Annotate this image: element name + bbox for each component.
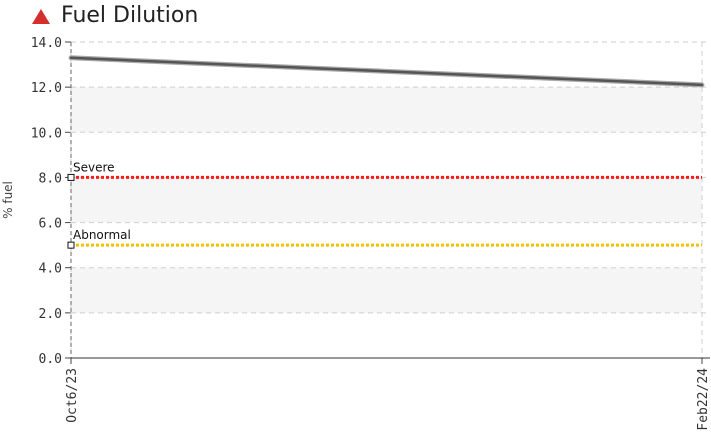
y-tick-label: 8.0	[39, 171, 62, 186]
y-tick-label: 12.0	[31, 81, 62, 96]
y-tick-label: 6.0	[39, 217, 62, 232]
y-tick-label: 14.0	[31, 36, 62, 51]
y-tick-label: 10.0	[31, 126, 62, 141]
chart-title: Fuel Dilution	[32, 0, 198, 30]
chart-title-text: Fuel Dilution	[61, 2, 199, 28]
grid-band	[71, 87, 702, 133]
x-tick-label: Oct6/23	[65, 368, 80, 423]
threshold-label: Severe	[73, 160, 115, 174]
warning-triangle-icon	[32, 8, 50, 24]
series-line	[69, 56, 704, 87]
y-axis-label: % fuel	[1, 181, 15, 219]
y-tick-label: 0.0	[39, 352, 62, 367]
grid-band	[71, 267, 702, 313]
grid-band	[71, 177, 702, 223]
threshold-marker	[67, 173, 75, 181]
y-tick-label: 4.0	[39, 262, 62, 277]
y-tick-label: 2.0	[39, 307, 62, 322]
threshold-marker	[67, 241, 75, 249]
threshold-label: Abnormal	[73, 228, 131, 242]
x-tick-label: Feb22/24	[696, 368, 711, 431]
